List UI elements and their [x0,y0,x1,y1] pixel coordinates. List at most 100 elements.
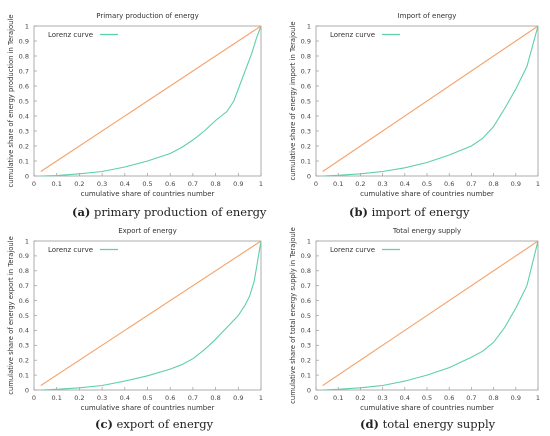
y-tick-label: 0.5 [301,312,311,320]
caption-d: (d) total energy supply [360,417,496,431]
x-tick-label: 0.7 [466,180,476,188]
x-tick-label: 0.1 [333,394,343,402]
legend-label: Lorenz curve [48,246,93,254]
x-tick-label: 0.6 [165,394,175,402]
y-tick-label: 0.8 [301,267,311,275]
y-axis-label: cumulative share of energy export in Ter… [7,236,15,395]
x-tick-label: 0.5 [142,394,152,402]
x-tick-label: 0.9 [233,394,243,402]
y-tick-label: 0.4 [19,112,29,120]
y-tick-label: 0.3 [301,127,311,135]
x-tick-label: 0.4 [400,180,410,188]
x-axis-label: cumulative share of countries number [360,190,494,198]
lorenz-curve-line [40,240,262,391]
x-tick-label: 0.5 [422,394,432,402]
y-tick-label: 0.3 [19,127,29,135]
lorenz-curve-line [322,25,539,177]
y-axis-label: cumulative share of total energy supply … [289,227,297,404]
y-tick-label: 0.5 [19,97,29,105]
y-tick-label: 0.6 [301,82,311,90]
caption-c: (c) export of energy [95,417,214,431]
x-tick-label: 0.8 [210,394,220,402]
x-tick-label: 0.1 [52,180,62,188]
x-tick-label: 0.9 [233,180,243,188]
equality-line [40,240,262,386]
y-tick-label: 0.8 [19,52,29,60]
x-tick-label: 0.2 [74,394,84,402]
x-tick-label: 0.8 [210,180,220,188]
chart-title: Primary production of energy [96,12,198,20]
x-tick-label: 0.9 [511,394,521,402]
y-tick-label: 0.2 [19,357,29,365]
y-tick-label: 0 [25,386,29,394]
x-tick-label: 0.2 [355,394,365,402]
y-tick-label: 0.1 [19,157,29,165]
x-tick-label: 0.7 [188,180,198,188]
chart-title: Import of energy [398,12,457,20]
x-tick-label: 0.6 [444,394,454,402]
y-tick-label: 0.9 [301,37,311,45]
x-tick-label: 0.3 [377,394,387,402]
x-tick-label: 0 [314,394,318,402]
y-tick-label: 0 [307,172,311,180]
equality-line [40,25,262,172]
x-tick-label: 0.3 [97,394,107,402]
y-tick-label: 0.9 [301,252,311,260]
y-tick-label: 0.1 [301,371,311,379]
equality-line [322,25,539,172]
x-tick-label: 0.2 [355,180,365,188]
x-tick-label: 0 [32,394,36,402]
y-tick-label: 0.9 [19,252,29,260]
x-tick-label: 0.8 [488,180,498,188]
y-tick-label: 0.8 [301,52,311,60]
y-tick-label: 0.6 [19,297,29,305]
x-tick-label: 0.2 [74,180,84,188]
y-tick-label: 0.7 [19,282,29,290]
y-tick-label: 1 [307,22,311,30]
x-tick-label: 0.1 [52,394,62,402]
y-tick-label: 0.5 [301,97,311,105]
y-tick-label: 0.7 [301,67,311,75]
y-axis-label: cumulative share of energy production in… [7,14,15,187]
y-tick-label: 0 [307,386,311,394]
chart-title: Export of energy [118,227,177,235]
x-tick-label: 0.4 [120,394,130,402]
x-tick-label: 0.7 [188,394,198,402]
y-tick-label: 0.3 [301,342,311,350]
y-tick-label: 0.2 [19,142,29,150]
y-tick-label: 1 [25,22,29,30]
y-tick-label: 0.7 [301,282,311,290]
equality-line [322,240,539,386]
legend-label: Lorenz curve [330,246,375,254]
y-tick-label: 0.4 [19,327,29,335]
legend-label: Lorenz curve [48,31,93,39]
y-tick-label: 0.6 [301,297,311,305]
x-axis-label: cumulative share of countries number [81,190,215,198]
x-tick-label: 0.1 [333,180,343,188]
x-tick-label: 0 [32,180,36,188]
lorenz-curve-line [322,240,539,391]
lorenz-curve-line [40,25,262,177]
y-tick-label: 0.2 [301,142,311,150]
chart-panel-2: 0 0.1 0.2 0.3 0.4 0.5 0.6 0.7 0.8 0.9 1 0 0.1 0.2 0.3 0… [7,227,263,412]
legend-label: Lorenz curve [330,31,375,39]
x-tick-label: 0.3 [377,180,387,188]
x-tick-label: 0.9 [511,180,521,188]
x-tick-label: 0.6 [444,180,454,188]
x-tick-label: 0 [314,180,318,188]
x-tick-label: 0.4 [400,394,410,402]
y-tick-label: 0.9 [19,37,29,45]
x-tick-label: 1 [259,180,263,188]
y-tick-label: 0.3 [19,342,29,350]
y-tick-label: 0.2 [301,357,311,365]
x-tick-label: 0.5 [142,180,152,188]
y-tick-label: 0.8 [19,267,29,275]
x-tick-label: 0.6 [165,180,175,188]
y-tick-label: 0.7 [19,67,29,75]
chart-panel-0: 0 0.1 0.2 0.3 0.4 0.5 0.6 0.7 0.8 0.9 1 0 0.1 0.2 0.3 0… [7,12,263,198]
y-tick-label: 0.1 [19,371,29,379]
chart-title: Total energy supply [392,227,461,235]
x-tick-label: 0.8 [488,394,498,402]
y-tick-label: 0 [25,172,29,180]
